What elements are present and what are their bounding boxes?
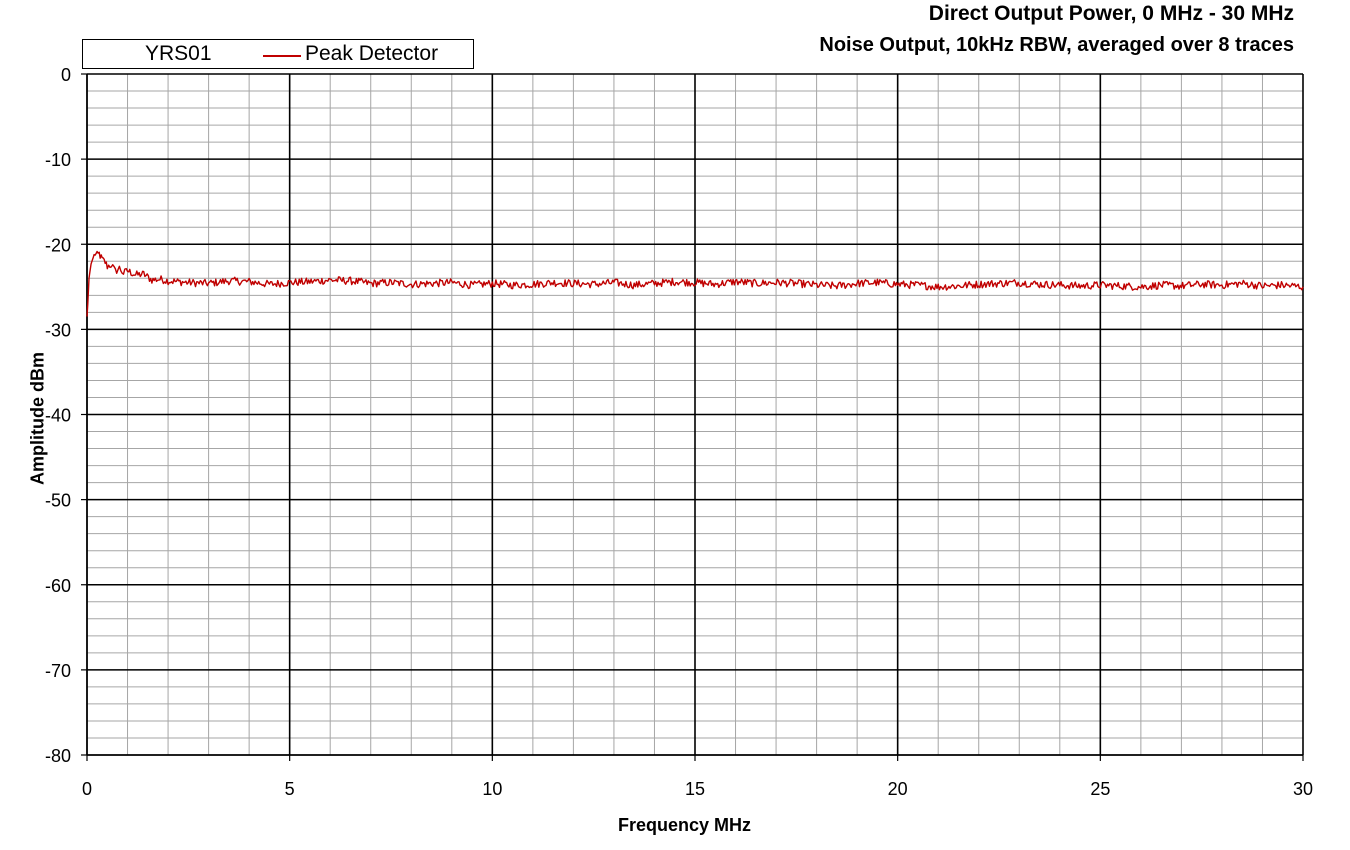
y-tick-label: -60 [45, 576, 71, 596]
x-tick-label: 0 [82, 779, 92, 799]
legend-group-label: YRS01 [145, 42, 212, 65]
x-axis-label: Frequency MHz [618, 815, 752, 835]
y-tick-label: 0 [61, 65, 71, 85]
x-tick-label: 5 [285, 779, 295, 799]
x-tick-label: 10 [482, 779, 502, 799]
y-axis-label: Amplitude dBm [27, 352, 48, 485]
x-tick-label: 30 [1293, 779, 1313, 799]
x-tick-label: 20 [888, 779, 908, 799]
legend-swatch-peak-detector [263, 55, 301, 57]
y-tick-label: -40 [45, 406, 71, 426]
y-tick-label: -50 [45, 491, 71, 511]
legend-entry-peak-detector: Peak Detector [305, 42, 439, 65]
legend: YRS01 Peak Detector [82, 39, 474, 69]
series-line-peak-detector [86, 250, 1304, 317]
x-tick-label: 25 [1090, 779, 1110, 799]
chart-title: Direct Output Power, 0 MHz - 30 MHz [928, 2, 1294, 25]
y-tick-label: -70 [45, 661, 71, 681]
y-tick-label: -30 [45, 320, 71, 340]
grid [81, 73, 1304, 761]
chart-subtitle: Noise Output, 10kHz RBW, averaged over 8… [819, 34, 1294, 56]
tick-labels: 0 -10 -20 -30 -40 -50 -60 -70 -80 0 5 10 15 20 25 30 [45, 65, 1313, 799]
y-tick-label: -80 [45, 746, 71, 766]
y-tick-label: -10 [45, 150, 71, 170]
series-layer [86, 250, 1304, 317]
y-tick-label: -20 [45, 235, 71, 255]
x-tick-label: 15 [685, 779, 705, 799]
